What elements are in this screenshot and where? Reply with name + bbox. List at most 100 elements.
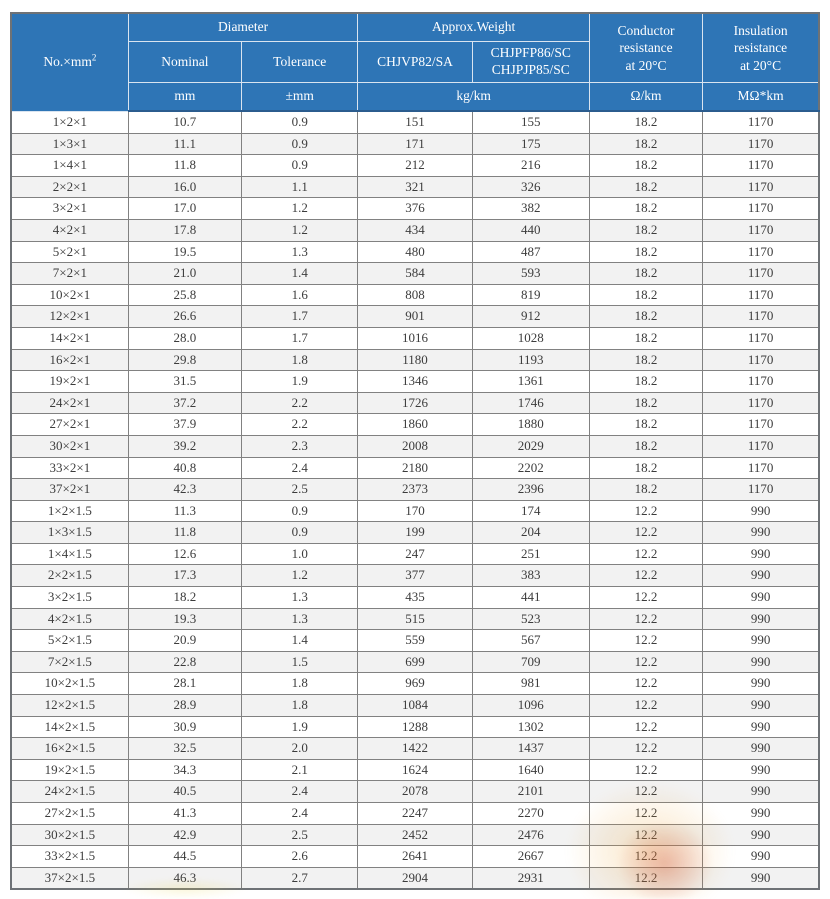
table-row: 16×2×1 29.8 1.8 1180 1193 18.2 1170: [10, 348, 820, 372]
cell-conductor-resistance: 12.2: [588, 650, 704, 674]
cell-nominal-diameter: 18.2: [127, 586, 243, 609]
table-row: 27×2×1 37.9 2.2 1860 1880 18.2 1170: [10, 413, 820, 436]
cell-insulation-resistance: 990: [702, 607, 820, 631]
table-row: 16×2×1.5 32.5 2.0 1422 1437 12.2 990: [10, 737, 820, 760]
table-row: 10×2×1 25.8 1.6 808 819 18.2 1170: [10, 283, 820, 307]
cell-conductor-resistance: 12.2: [588, 564, 704, 588]
cell-weight-chjpfp86: 1880: [471, 413, 590, 436]
cell-tolerance: 2.5: [241, 823, 359, 847]
cell-weight-chjpfp86: 1437: [471, 737, 590, 760]
table-row: 1×3×1.5 11.8 0.9 199 204 12.2 990: [10, 521, 820, 544]
cell-no: 14×2×1: [10, 326, 129, 350]
cell-insulation-resistance: 1170: [702, 391, 820, 415]
cell-nominal-diameter: 32.5: [127, 737, 243, 760]
cell-weight-chjvp82: 1084: [357, 694, 473, 717]
cell-insulation-resistance: 1170: [702, 434, 820, 458]
cell-nominal-diameter: 40.5: [127, 780, 243, 803]
cell-weight-chjvp82: 1016: [357, 326, 473, 350]
cell-weight-chjpfp86: 487: [471, 240, 590, 264]
cell-weight-chjpfp86: 1640: [471, 758, 590, 782]
cell-insulation-resistance: 990: [702, 542, 820, 566]
table-row: 5×2×1.5 20.9 1.4 559 567 12.2 990: [10, 629, 820, 652]
cell-no: 12×2×1: [10, 305, 129, 328]
cell-no: 37×2×1: [10, 478, 129, 501]
cell-conductor-resistance: 12.2: [588, 521, 704, 544]
table-row: 37×2×1.5 46.3 2.7 2904 2931 12.2 990: [10, 866, 820, 890]
cell-conductor-resistance: 12.2: [588, 780, 704, 803]
table-row: 1×3×1 11.1 0.9 171 175 18.2 1170: [10, 132, 820, 156]
cell-conductor-resistance: 12.2: [588, 715, 704, 739]
unit-mm: mm: [127, 82, 243, 112]
cell-conductor-resistance: 18.2: [588, 456, 704, 480]
cell-weight-chjvp82: 171: [357, 132, 473, 156]
cell-conductor-resistance: 18.2: [588, 197, 704, 220]
cell-tolerance: 0.9: [241, 132, 359, 156]
cell-insulation-resistance: 1170: [702, 240, 820, 264]
cell-weight-chjpfp86: 2667: [471, 845, 590, 868]
cell-tolerance: 1.9: [241, 370, 359, 393]
cell-no: 30×2×1: [10, 434, 129, 458]
cell-weight-chjpfp86: 1361: [471, 370, 590, 393]
cell-conductor-resistance: 12.2: [588, 758, 704, 782]
cell-no: 5×2×1: [10, 240, 129, 264]
cell-no: 16×2×1: [10, 348, 129, 372]
cell-no: 33×2×1: [10, 456, 129, 480]
cell-weight-chjpfp86: 1096: [471, 694, 590, 717]
cell-no: 4×2×1.5: [10, 607, 129, 631]
cell-tolerance: 2.4: [241, 802, 359, 825]
cell-weight-chjvp82: 969: [357, 672, 473, 696]
cell-weight-chjpfp86: 216: [471, 154, 590, 177]
cell-insulation-resistance: 990: [702, 715, 820, 739]
cell-insulation-resistance: 1170: [702, 478, 820, 501]
cell-conductor-resistance: 12.2: [588, 845, 704, 868]
cell-nominal-diameter: 28.9: [127, 694, 243, 717]
cell-insulation-resistance: 990: [702, 866, 820, 890]
cell-conductor-resistance: 18.2: [588, 218, 704, 242]
cell-weight-chjpfp86: 2101: [471, 780, 590, 803]
table-row: 24×2×1 37.2 2.2 1726 1746 18.2 1170: [10, 391, 820, 415]
table-row: 5×2×1 19.5 1.3 480 487 18.2 1170: [10, 240, 820, 264]
cell-conductor-resistance: 18.2: [588, 370, 704, 393]
cell-weight-chjpfp86: 441: [471, 586, 590, 609]
cell-insulation-resistance: 990: [702, 499, 820, 523]
cell-weight-chjvp82: 2078: [357, 780, 473, 803]
cell-tolerance: 1.7: [241, 305, 359, 328]
cell-insulation-resistance: 1170: [702, 154, 820, 177]
cell-tolerance: 1.8: [241, 672, 359, 696]
cell-no: 24×2×1.5: [10, 780, 129, 803]
cell-tolerance: 1.2: [241, 218, 359, 242]
cell-weight-chjvp82: 321: [357, 175, 473, 199]
cell-weight-chjvp82: 434: [357, 218, 473, 242]
cell-tolerance: 1.9: [241, 715, 359, 739]
cell-weight-chjvp82: 559: [357, 629, 473, 652]
cell-insulation-resistance: 1170: [702, 132, 820, 156]
cell-weight-chjvp82: 1726: [357, 391, 473, 415]
cell-no: 1×4×1.5: [10, 542, 129, 566]
cell-weight-chjvp82: 2247: [357, 802, 473, 825]
cell-weight-chjpfp86: 175: [471, 132, 590, 156]
cell-weight-chjpfp86: 382: [471, 197, 590, 220]
cell-conductor-resistance: 12.2: [588, 629, 704, 652]
cell-tolerance: 1.8: [241, 348, 359, 372]
header-insulation-resistance: Insulation resistance at 20°C: [702, 12, 820, 83]
cell-weight-chjvp82: 1180: [357, 348, 473, 372]
table-row: 19×2×1 31.5 1.9 1346 1361 18.2 1170: [10, 370, 820, 393]
table-row: 4×2×1.5 19.3 1.3 515 523 12.2 990: [10, 607, 820, 631]
cell-nominal-diameter: 17.3: [127, 564, 243, 588]
cell-conductor-resistance: 18.2: [588, 326, 704, 350]
cell-conductor-resistance: 18.2: [588, 478, 704, 501]
cell-weight-chjvp82: 2373: [357, 478, 473, 501]
cell-conductor-resistance: 12.2: [588, 866, 704, 890]
cell-conductor-resistance: 18.2: [588, 110, 704, 134]
cell-conductor-resistance: 18.2: [588, 348, 704, 372]
cell-tolerance: 0.9: [241, 499, 359, 523]
cell-nominal-diameter: 11.8: [127, 521, 243, 544]
table-row: 1×4×1 11.8 0.9 212 216 18.2 1170: [10, 154, 820, 177]
header-tolerance: Tolerance: [241, 41, 359, 83]
cell-conductor-resistance: 18.2: [588, 154, 704, 177]
cell-tolerance: 2.6: [241, 845, 359, 868]
no-column-label: No.×mm: [43, 53, 92, 69]
cell-weight-chjpfp86: 2029: [471, 434, 590, 458]
table-row: 3×2×1.5 18.2 1.3 435 441 12.2 990: [10, 586, 820, 609]
cell-insulation-resistance: 1170: [702, 283, 820, 307]
